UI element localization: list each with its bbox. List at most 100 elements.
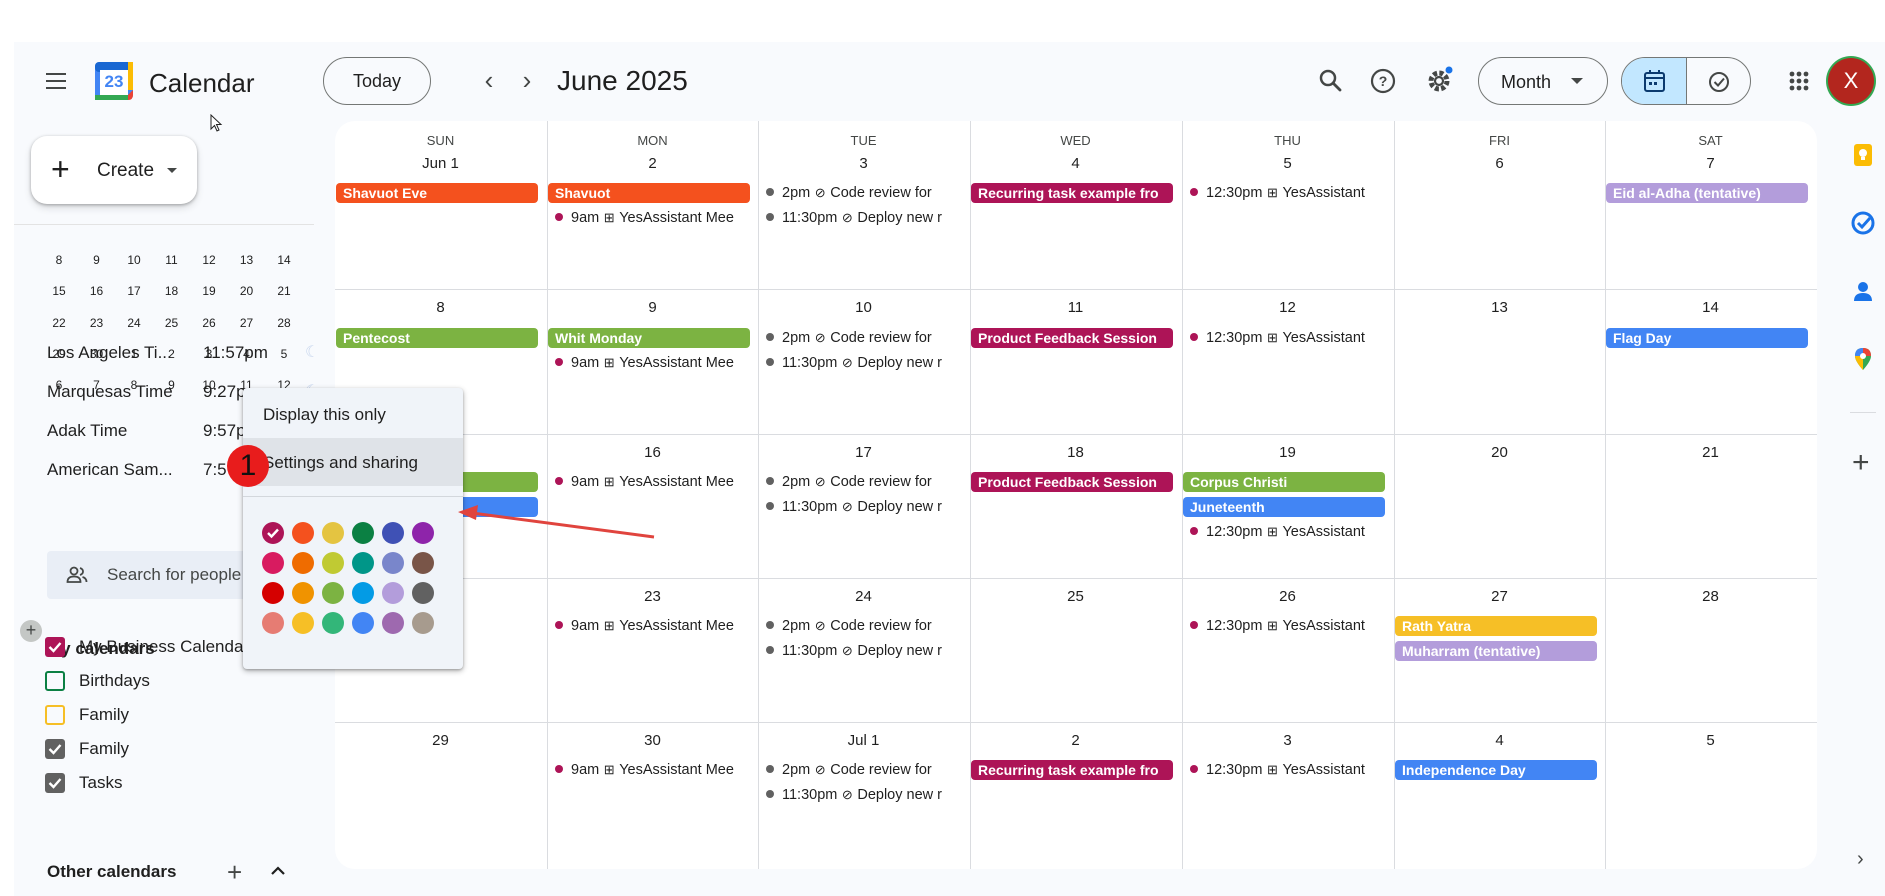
day-number[interactable]: 14 bbox=[1702, 299, 1719, 316]
mini-calendar-day[interactable]: 21 bbox=[277, 284, 291, 298]
day-cell[interactable]: TUE 3 2pm ⊘ Code review for 11:30pm ⊘ Deploy ne… bbox=[758, 121, 969, 265]
day-number[interactable]: 30 bbox=[644, 732, 661, 749]
day-cell[interactable]: SUN Jun 1 Shavuot Eve bbox=[335, 121, 546, 265]
event-chip[interactable]: Rath Yatra bbox=[1395, 616, 1597, 636]
timed-event[interactable]: 2pm ⊘ Code review for bbox=[766, 472, 962, 492]
color-swatch[interactable] bbox=[352, 582, 374, 604]
day-cell[interactable]: 21 bbox=[1605, 434, 1816, 578]
day-number[interactable]: 25 bbox=[1067, 588, 1084, 605]
day-cell[interactable]: 18 Product Feedback Session bbox=[970, 434, 1181, 578]
color-swatch[interactable] bbox=[322, 582, 344, 604]
timed-event[interactable]: 2pm ⊘ Code review for bbox=[766, 616, 962, 636]
timed-event[interactable]: 12:30pm ⊞ YesAssistant bbox=[1190, 616, 1386, 636]
day-number[interactable]: 13 bbox=[1491, 299, 1508, 316]
color-swatch[interactable] bbox=[292, 612, 314, 634]
day-cell[interactable]: 13 bbox=[1394, 289, 1605, 433]
mini-calendar-day[interactable]: 8 bbox=[55, 253, 63, 267]
day-cell[interactable]: 3 12:30pm ⊞ YesAssistant bbox=[1182, 722, 1393, 866]
mini-calendar-day[interactable]: 28 bbox=[277, 316, 291, 330]
day-number[interactable]: 4 bbox=[1071, 155, 1080, 172]
timed-event[interactable]: 2pm ⊘ Code review for bbox=[766, 183, 962, 203]
day-number[interactable]: 9 bbox=[648, 299, 657, 316]
timed-event[interactable]: 12:30pm ⊞ YesAssistant bbox=[1190, 183, 1386, 203]
prev-month-icon[interactable]: ‹ bbox=[484, 65, 494, 95]
day-cell[interactable]: 14 Flag Day bbox=[1605, 289, 1816, 433]
timed-event[interactable]: 11:30pm ⊘ Deploy new r bbox=[766, 641, 962, 661]
mini-calendar-day[interactable]: 26 bbox=[202, 316, 216, 330]
event-chip[interactable]: Recurring task example fro bbox=[971, 760, 1173, 780]
day-number[interactable]: 16 bbox=[644, 444, 661, 461]
get-addons-plus-icon[interactable]: + bbox=[1852, 446, 1870, 479]
color-swatch[interactable] bbox=[322, 612, 344, 634]
day-cell[interactable]: 16 9am ⊞ YesAssistant Mee bbox=[547, 434, 758, 578]
timed-event[interactable]: 2pm ⊘ Code review for bbox=[766, 760, 962, 780]
day-cell[interactable]: 5 bbox=[1605, 722, 1816, 866]
day-cell[interactable]: WED 4 Recurring task example fro bbox=[970, 121, 1181, 265]
mini-calendar-day[interactable]: 18 bbox=[164, 284, 179, 298]
day-cell[interactable]: 12 12:30pm ⊞ YesAssistant bbox=[1182, 289, 1393, 433]
unchecked-checkbox-icon[interactable] bbox=[45, 705, 65, 725]
event-chip[interactable]: Pentecost bbox=[336, 328, 538, 348]
keep-icon[interactable] bbox=[1850, 142, 1876, 168]
timed-event[interactable]: 2pm ⊘ Code review for bbox=[766, 328, 962, 348]
timed-event[interactable]: 12:30pm ⊞ YesAssistant bbox=[1190, 522, 1386, 542]
timed-event[interactable]: 12:30pm ⊞ YesAssistant bbox=[1190, 760, 1386, 780]
day-number[interactable]: 20 bbox=[1491, 444, 1508, 461]
day-cell[interactable]: 27 Rath Yatra Muharram (tentative) bbox=[1394, 578, 1605, 722]
main-menu-icon[interactable] bbox=[42, 67, 70, 95]
color-swatch[interactable] bbox=[292, 522, 314, 544]
day-number[interactable]: 19 bbox=[1279, 444, 1296, 461]
day-cell[interactable]: 28 bbox=[1605, 578, 1816, 722]
color-swatch[interactable] bbox=[292, 552, 314, 574]
day-number[interactable]: 27 bbox=[1491, 588, 1508, 605]
day-number[interactable]: 29 bbox=[432, 732, 449, 749]
color-swatch[interactable] bbox=[412, 522, 434, 544]
mini-calendar-day[interactable]: 16 bbox=[89, 284, 104, 298]
day-cell[interactable]: SAT 7 Eid al-Adha (tentative) bbox=[1605, 121, 1816, 265]
color-swatch[interactable] bbox=[382, 582, 404, 604]
next-month-icon[interactable]: › bbox=[522, 65, 532, 95]
day-cell[interactable]: 20 bbox=[1394, 434, 1605, 578]
mini-calendar-day[interactable]: 1 bbox=[130, 347, 138, 361]
timed-event[interactable]: 11:30pm ⊘ Deploy new r bbox=[766, 208, 962, 228]
mini-calendar-day[interactable]: 5 bbox=[280, 347, 288, 361]
checked-checkbox-icon[interactable] bbox=[45, 739, 65, 759]
display-this-only-item[interactable]: Display this only bbox=[243, 390, 463, 438]
mini-calendar-day[interactable]: 2 bbox=[168, 347, 175, 361]
mini-calendar-day[interactable]: 24 bbox=[127, 316, 141, 330]
event-chip[interactable]: Recurring task example fro bbox=[971, 183, 1173, 203]
timed-event[interactable]: 9am ⊞ YesAssistant Mee bbox=[555, 472, 751, 492]
color-swatch[interactable] bbox=[322, 552, 344, 574]
color-swatch[interactable] bbox=[322, 522, 344, 544]
my-calendars-heading[interactable]: My calendars bbox=[47, 639, 155, 658]
day-number[interactable]: 21 bbox=[1702, 444, 1719, 461]
mini-calendar-day[interactable]: 27 bbox=[239, 316, 254, 330]
color-swatch[interactable] bbox=[382, 552, 404, 574]
mini-calendar-day[interactable]: 3 bbox=[205, 347, 213, 361]
day-cell[interactable]: 9 Whit Monday 9am ⊞ YesAssistant Mee bbox=[547, 289, 758, 433]
day-number[interactable]: 8 bbox=[436, 299, 445, 316]
color-swatch[interactable] bbox=[262, 612, 284, 634]
mini-calendar-day[interactable]: 9 bbox=[168, 378, 175, 392]
day-cell[interactable]: 8 Pentecost bbox=[335, 289, 546, 433]
mini-calendar-day[interactable]: 25 bbox=[164, 316, 179, 330]
day-cell[interactable]: 10 2pm ⊘ Code review for 11:30pm ⊘ Deploy new … bbox=[758, 289, 969, 433]
create-button[interactable]: + Create bbox=[31, 136, 197, 204]
search-icon[interactable] bbox=[1314, 64, 1348, 98]
day-cell[interactable]: 26 12:30pm ⊞ YesAssistant bbox=[1182, 578, 1393, 722]
day-cell[interactable]: 30 9am ⊞ YesAssistant Mee bbox=[547, 722, 758, 866]
color-swatch[interactable] bbox=[352, 552, 374, 574]
custom-color-plus-icon[interactable]: + bbox=[20, 620, 42, 642]
mini-calendar-day[interactable]: 15 bbox=[52, 284, 66, 298]
event-chip[interactable]: Independence Day bbox=[1395, 760, 1597, 780]
account-avatar[interactable]: X bbox=[1828, 58, 1874, 104]
mini-calendar-day[interactable]: 10 bbox=[202, 378, 216, 392]
day-cell[interactable]: 19 Corpus Christi Juneteenth 12:30pm ⊞ YesAss… bbox=[1182, 434, 1393, 578]
contacts-icon[interactable] bbox=[1850, 278, 1876, 304]
day-number[interactable]: 24 bbox=[855, 588, 872, 605]
checked-checkbox-icon[interactable] bbox=[45, 637, 65, 657]
event-chip[interactable]: Flag Day bbox=[1606, 328, 1808, 348]
event-chip[interactable]: Corpus Christi bbox=[1183, 472, 1385, 492]
event-chip[interactable]: Product Feedback Session bbox=[971, 328, 1173, 348]
mini-calendar-day[interactable]: 22 bbox=[52, 316, 66, 330]
